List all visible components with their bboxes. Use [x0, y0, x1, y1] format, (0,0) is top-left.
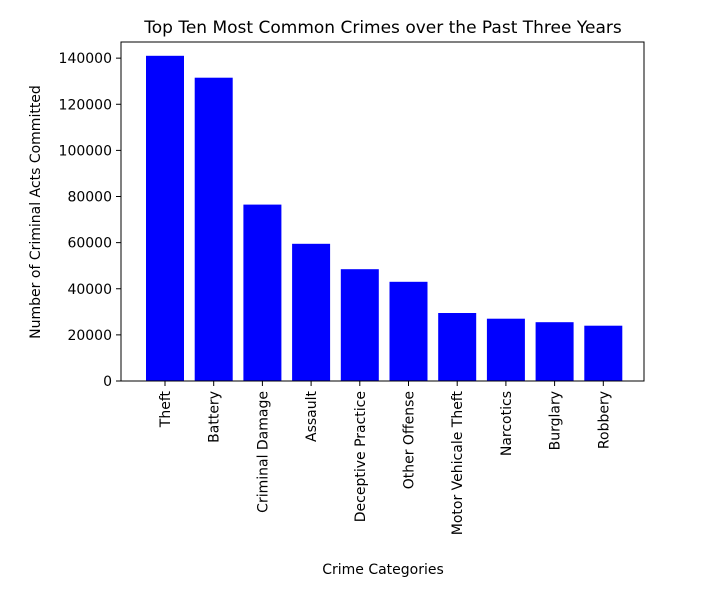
plot-area-frame	[120, 41, 645, 382]
chart-title: Top Ten Most Common Crimes over the Past…	[143, 18, 622, 38]
x-tick-label: Motor Vehicale Theft	[450, 390, 466, 535]
y-tick-label: 60000	[67, 236, 112, 252]
y-tick-label: 0	[103, 374, 112, 390]
x-tick-label: Criminal Damage	[255, 391, 271, 513]
y-tick-label: 80000	[67, 190, 112, 206]
x-tick-label: Deceptive Practice	[353, 391, 369, 522]
y-tick-label: 140000	[59, 51, 112, 67]
bar-battery	[194, 77, 233, 381]
y-tick-label: 100000	[59, 143, 112, 159]
bar-robbery	[584, 325, 623, 381]
bar-narcotics	[486, 318, 525, 381]
bar-theft	[146, 55, 184, 382]
bar-burglary	[535, 322, 574, 381]
x-axis-label: Crime Categories	[322, 562, 444, 578]
bar-deceptive-practice	[340, 269, 379, 381]
y-axis: 0 20000 40000 60000 80000 100000 120000 140000	[59, 51, 121, 390]
bar-other-offense	[389, 281, 428, 381]
x-tick-label: Battery	[207, 391, 223, 443]
x-axis: Theft Battery Criminal Damage Assault Decept…	[158, 381, 612, 535]
bars-layer	[146, 55, 623, 382]
x-tick-label: Theft	[158, 390, 174, 428]
x-tick-label: Narcotics	[499, 391, 515, 456]
y-tick-label: 120000	[59, 97, 112, 113]
bar-motor-vehicale-theft	[438, 313, 477, 381]
y-tick-label: 40000	[67, 282, 112, 298]
x-tick-label: Robbery	[596, 391, 612, 449]
y-tick-label: 20000	[67, 328, 112, 344]
x-tick-label: Other Offense	[402, 391, 418, 489]
bar-criminal-damage	[243, 204, 282, 381]
x-tick-label: Burglary	[548, 391, 564, 450]
bar-assault	[292, 243, 331, 381]
y-axis-label: Number of Criminal Acts Committed	[28, 85, 44, 339]
x-tick-label: Assault	[304, 390, 320, 442]
